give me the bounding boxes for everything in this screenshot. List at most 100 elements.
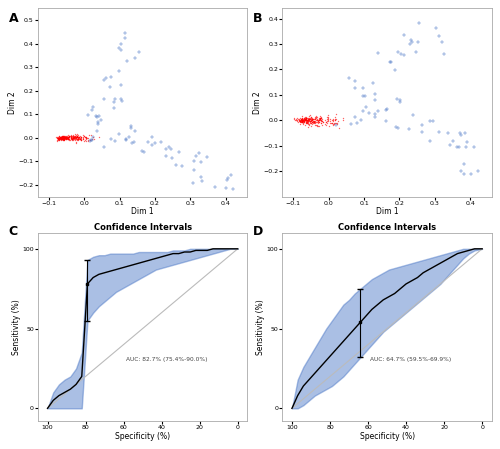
- Point: [409, 111, 417, 118]
- Point: [54, 135, 62, 142]
- Point: [62, 134, 70, 141]
- Point: [67, 134, 75, 141]
- Point: [300, 115, 308, 123]
- Point: [61, 134, 69, 141]
- Point: [303, 115, 311, 122]
- Point: [75, 135, 83, 142]
- Point: [152, 140, 160, 147]
- Point: [62, 134, 70, 141]
- Point: [58, 134, 66, 141]
- Point: [332, 115, 340, 122]
- Point: [63, 132, 71, 140]
- Point: [315, 115, 323, 122]
- Point: [62, 134, 70, 141]
- Point: [229, 185, 237, 193]
- Point: [302, 117, 310, 124]
- Point: [64, 135, 72, 142]
- Point: [54, 134, 62, 141]
- Point: [329, 115, 337, 122]
- Point: [370, 110, 378, 118]
- Point: [394, 124, 402, 132]
- Point: [74, 136, 82, 143]
- Point: [345, 75, 353, 82]
- Point: [470, 144, 478, 151]
- Point: [62, 133, 70, 141]
- Point: [316, 114, 324, 122]
- Point: [302, 116, 310, 123]
- Point: [304, 116, 312, 123]
- Point: [317, 117, 325, 124]
- Point: [62, 133, 70, 141]
- Point: [60, 135, 68, 142]
- Point: [56, 135, 64, 142]
- Point: [415, 20, 423, 27]
- Point: [329, 117, 337, 124]
- Point: [76, 136, 84, 143]
- Point: [331, 113, 339, 120]
- Point: [59, 134, 67, 141]
- Point: [307, 120, 315, 127]
- Point: [298, 115, 306, 123]
- Point: [302, 117, 310, 124]
- Point: [78, 134, 86, 141]
- Point: [60, 135, 68, 142]
- Point: [60, 134, 68, 141]
- Point: [54, 135, 62, 142]
- Point: [302, 117, 310, 124]
- Point: [70, 133, 78, 140]
- Point: [408, 39, 416, 46]
- Point: [54, 134, 62, 141]
- Point: [60, 136, 68, 143]
- Point: [371, 90, 379, 97]
- Point: [316, 115, 324, 122]
- Point: [70, 133, 78, 141]
- Point: [60, 135, 68, 142]
- Point: [70, 133, 78, 141]
- Point: [85, 131, 93, 138]
- Point: [77, 134, 85, 141]
- Point: [360, 92, 368, 100]
- Point: [310, 117, 318, 124]
- Point: [106, 73, 114, 80]
- Point: [60, 135, 68, 142]
- Point: [156, 139, 164, 146]
- Point: [59, 135, 67, 142]
- Point: [58, 134, 66, 141]
- Point: [72, 135, 80, 142]
- Point: [58, 134, 66, 141]
- Point: [400, 51, 408, 58]
- Point: [318, 118, 326, 125]
- Point: [74, 131, 82, 138]
- Point: [88, 136, 96, 144]
- Point: [308, 114, 316, 122]
- Point: [82, 135, 90, 142]
- Point: [60, 137, 68, 144]
- Point: [426, 117, 434, 124]
- Point: [59, 134, 67, 141]
- Point: [62, 133, 70, 140]
- Point: [88, 131, 96, 138]
- Point: [72, 133, 80, 141]
- Point: [297, 116, 305, 123]
- Point: [58, 133, 66, 141]
- Point: [438, 39, 446, 46]
- Point: [296, 116, 304, 123]
- Point: [324, 114, 332, 121]
- Point: [296, 117, 304, 124]
- Point: [189, 179, 197, 186]
- Point: [60, 135, 68, 142]
- Point: [228, 171, 235, 178]
- Point: [176, 149, 184, 156]
- Point: [60, 135, 68, 142]
- Point: [298, 119, 306, 126]
- Point: [330, 120, 338, 127]
- Point: [80, 134, 88, 141]
- Point: [316, 115, 324, 123]
- Point: [298, 118, 306, 125]
- Point: [77, 136, 85, 143]
- Point: [64, 132, 72, 140]
- Point: [396, 97, 404, 104]
- Point: [382, 118, 390, 125]
- Point: [58, 134, 66, 141]
- Point: [359, 93, 367, 100]
